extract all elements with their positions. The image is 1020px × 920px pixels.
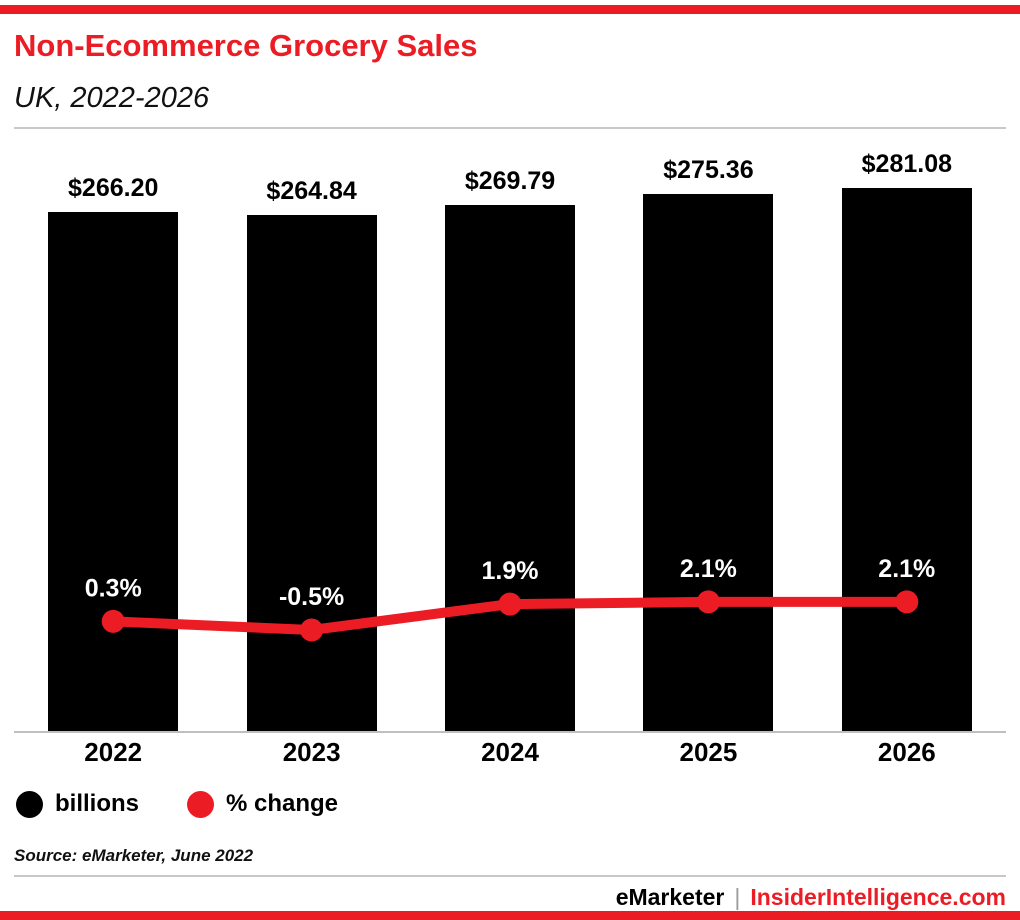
bar-column-2024: $269.79	[411, 150, 609, 731]
x-axis: 2022 2023 2024 2025 2026	[14, 737, 1006, 768]
bar-column-2023: $264.84	[212, 150, 410, 731]
emarketer-logo: eMarketer	[615, 884, 725, 910]
bar-line-chart: $266.20 $264.84 $269.79 $275.36 $281.08 0.3%…	[14, 150, 1006, 733]
bar-value-label: $266.20	[68, 174, 159, 202]
legend-label-pct-change: % change	[226, 790, 339, 817]
source-note: Source: eMarketer, June 2022	[14, 846, 254, 865]
x-tick-label: 2025	[679, 737, 738, 767]
bar-columns: $266.20 $264.84 $269.79 $275.36 $281.08	[14, 150, 1006, 731]
billions-dot-icon	[16, 790, 43, 818]
x-tick-label: 2023	[282, 737, 341, 767]
footer-brands: eMarketer | InsiderIntelligence.com	[616, 884, 1006, 911]
bar	[246, 215, 377, 731]
legend-item-billions: billions	[16, 790, 139, 818]
bar	[841, 188, 972, 731]
legend-item-pct-change: % change	[187, 790, 338, 818]
insider-intelligence-link[interactable]: InsiderIntelligence.com	[750, 884, 1006, 910]
pct-change-dot-icon	[187, 790, 214, 818]
chart-subtitle: UK, 2022-2026	[14, 82, 210, 114]
bar-column-2025: $275.36	[609, 150, 807, 731]
bar-column-2026: $281.08	[808, 150, 1006, 731]
x-tick-label: 2022	[84, 737, 143, 767]
bar-value-label: $264.84	[266, 177, 357, 205]
bar-column-2022: $266.20	[14, 150, 212, 731]
x-tick-label: 2024	[481, 737, 539, 767]
bar-value-label: $269.79	[464, 167, 556, 195]
bottom-accent-bar	[0, 911, 1020, 920]
bar-value-label: $281.08	[861, 150, 953, 178]
bar-value-label: $275.36	[663, 156, 754, 184]
bar	[48, 212, 179, 731]
bar	[445, 205, 576, 731]
header-divider	[14, 127, 1006, 129]
legend-label-billions: billions	[55, 790, 139, 817]
x-tick-label: 2026	[877, 737, 936, 767]
bar	[643, 194, 774, 731]
legend: billions % change	[16, 790, 338, 818]
top-accent-bar	[0, 5, 1020, 14]
footer-divider	[14, 875, 1006, 877]
footer-pipe: |	[734, 884, 741, 910]
chart-title: Non-Ecommerce Grocery Sales	[14, 28, 478, 63]
